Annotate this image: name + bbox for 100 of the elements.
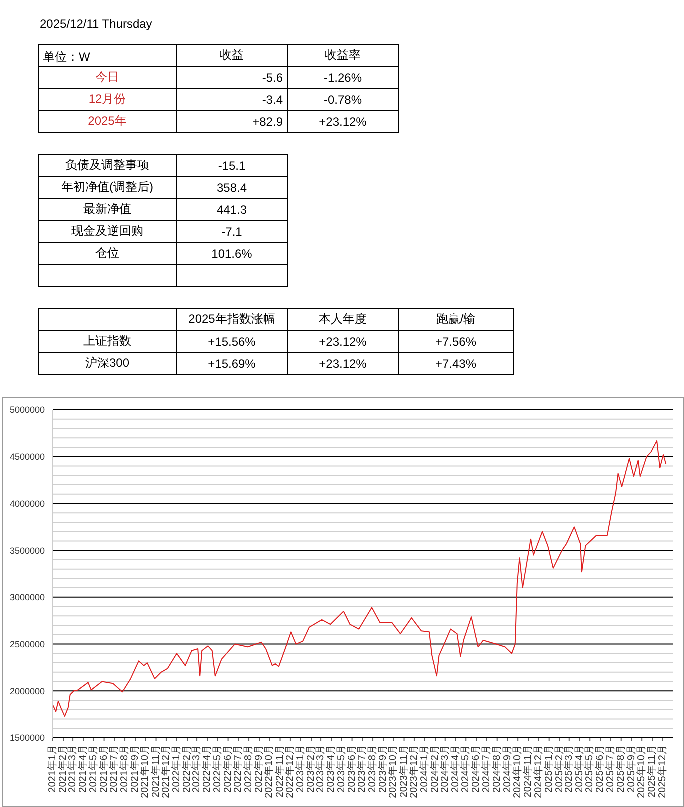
- text: 沪深300: [38, 352, 176, 374]
- x-tick-label: 2022年1月: [170, 745, 182, 793]
- x-tick-label: 2021年6月: [98, 745, 110, 793]
- x-tick-label: 2025年5月: [584, 745, 596, 793]
- text: 2025年: [38, 110, 176, 132]
- x-tick-label: 2022年4月: [201, 745, 214, 793]
- y-tick-label: 2000000: [10, 686, 45, 696]
- x-tick-label: 2024年9月: [501, 745, 514, 793]
- x-tick-label: 2022年12月: [284, 745, 296, 798]
- line-series: [53, 440, 667, 717]
- x-tick-label: 2023年8月: [366, 745, 379, 793]
- text: +23.12%: [288, 330, 398, 352]
- y-tick-label: 3500000: [10, 546, 45, 556]
- x-tick-label: 2023年5月: [335, 745, 348, 793]
- text: 单位：W: [38, 44, 176, 66]
- text: 最新净值: [38, 198, 176, 220]
- x-tick-label: 2022年8月: [242, 745, 255, 793]
- x-tick-label: 2023年3月: [314, 745, 327, 793]
- x-tick-label: 2021年1月: [46, 745, 58, 793]
- y-tick-label: 1500000: [10, 733, 45, 744]
- x-tick-label: 2023年12月: [408, 745, 420, 798]
- x-tick-label: 2021年5月: [87, 745, 100, 793]
- text: +23.12%: [288, 352, 398, 374]
- y-tick-label: 4000000: [10, 498, 45, 509]
- x-tick-label: 2025年7月: [604, 745, 616, 793]
- x-tick-label: 2022年10月: [263, 745, 276, 798]
- text: 负债及调整事项: [38, 154, 176, 176]
- x-tick-label: 2024年1月: [418, 745, 430, 793]
- x-tick-label: 2022年7月: [232, 745, 244, 793]
- x-tick-label: 2021年11月: [150, 745, 162, 798]
- x-tick-label: 2022年3月: [190, 745, 203, 793]
- text: -15.1: [176, 154, 288, 176]
- text: +7.43%: [398, 352, 514, 374]
- x-tick-label: 2025年2月: [553, 745, 566, 793]
- text: 跑赢/输: [398, 308, 514, 330]
- x-tick-label: 2023年10月: [387, 745, 400, 798]
- x-tick-label: 2021年7月: [108, 745, 120, 793]
- y-tick-label: 3000000: [10, 592, 45, 603]
- x-tick-label: 2023年11月: [398, 745, 410, 798]
- text: +15.69%: [176, 352, 288, 374]
- text: +23.12%: [288, 110, 398, 132]
- text: 今日: [38, 66, 176, 88]
- x-tick-label: 2025年10月: [636, 745, 648, 798]
- x-tick-label: 2025年11月: [646, 745, 658, 798]
- text: 收益: [176, 44, 288, 66]
- text: 441.3: [176, 198, 288, 220]
- text: 上证指数: [38, 330, 176, 352]
- x-tick-label: 2023年6月: [346, 745, 358, 793]
- text: 年初净值(调整后): [38, 176, 176, 198]
- x-tick-label: 2022年9月: [253, 745, 266, 793]
- x-tick-label: 2024年4月: [449, 745, 462, 793]
- x-tick-label: 2024年6月: [470, 745, 482, 793]
- y-tick-label: 2500000: [10, 639, 45, 650]
- x-tick-label: 2023年4月: [325, 745, 338, 793]
- x-tick-label: 2024年7月: [480, 745, 492, 793]
- x-tick-label: 2024年3月: [438, 745, 451, 793]
- x-tick-label: 2024年11月: [522, 745, 534, 798]
- x-tick-label: 2021年8月: [118, 745, 131, 793]
- text: -7.1: [176, 220, 288, 242]
- y-tick-label: 4500000: [10, 452, 45, 462]
- x-tick-label: 2022年6月: [222, 745, 234, 793]
- text: -0.78%: [288, 88, 398, 110]
- x-tick-label: 2025年8月: [614, 745, 627, 793]
- x-tick-label: 2024年2月: [429, 745, 442, 793]
- text: 358.4: [176, 176, 288, 198]
- text: 仓位: [38, 242, 176, 264]
- x-tick-label: 2021年12月: [160, 745, 172, 798]
- text: 101.6%: [176, 242, 288, 264]
- x-tick-label: 2022年11月: [274, 745, 286, 798]
- x-tick-label: 2021年10月: [139, 745, 152, 798]
- text: +15.56%: [176, 330, 288, 352]
- text: 2025年指数涨幅: [176, 308, 288, 330]
- x-tick-label: 2021年3月: [66, 745, 79, 793]
- x-tick-label: 2025年4月: [573, 745, 586, 793]
- x-tick-label: 2025年3月: [562, 745, 575, 793]
- text: -3.4: [176, 88, 288, 110]
- text: +82.9: [176, 110, 288, 132]
- text: 12月份: [38, 88, 176, 110]
- x-tick-label: 2021年9月: [129, 745, 142, 793]
- x-tick-label: 2025年12月: [656, 745, 668, 798]
- text: 收益率: [288, 44, 398, 66]
- x-tick-label: 2023年1月: [294, 745, 306, 793]
- text: -1.26%: [288, 66, 398, 88]
- y-tick-label: 5000000: [10, 405, 45, 416]
- x-tick-label: 2023年7月: [356, 745, 368, 793]
- x-tick-label: 2024年8月: [490, 745, 503, 793]
- text: 2025/12/11 Thursday: [40, 17, 152, 31]
- x-tick-label: 2021年4月: [77, 745, 90, 793]
- text: -5.6: [176, 66, 288, 88]
- x-tick-label: 2024年5月: [460, 745, 472, 793]
- x-tick-label: 2025年9月: [625, 745, 638, 793]
- text: +7.56%: [398, 330, 514, 352]
- x-tick-label: 2024年12月: [532, 745, 544, 798]
- text: 本人年度: [288, 308, 398, 330]
- x-tick-label: 2025年1月: [542, 745, 555, 793]
- x-tick-label: 2025年6月: [594, 745, 606, 793]
- x-tick-label: 2023年9月: [377, 745, 390, 793]
- x-tick-label: 2024年10月: [512, 745, 524, 798]
- x-tick-label: 2022年5月: [211, 745, 224, 793]
- text: 现金及逆回购: [38, 220, 176, 242]
